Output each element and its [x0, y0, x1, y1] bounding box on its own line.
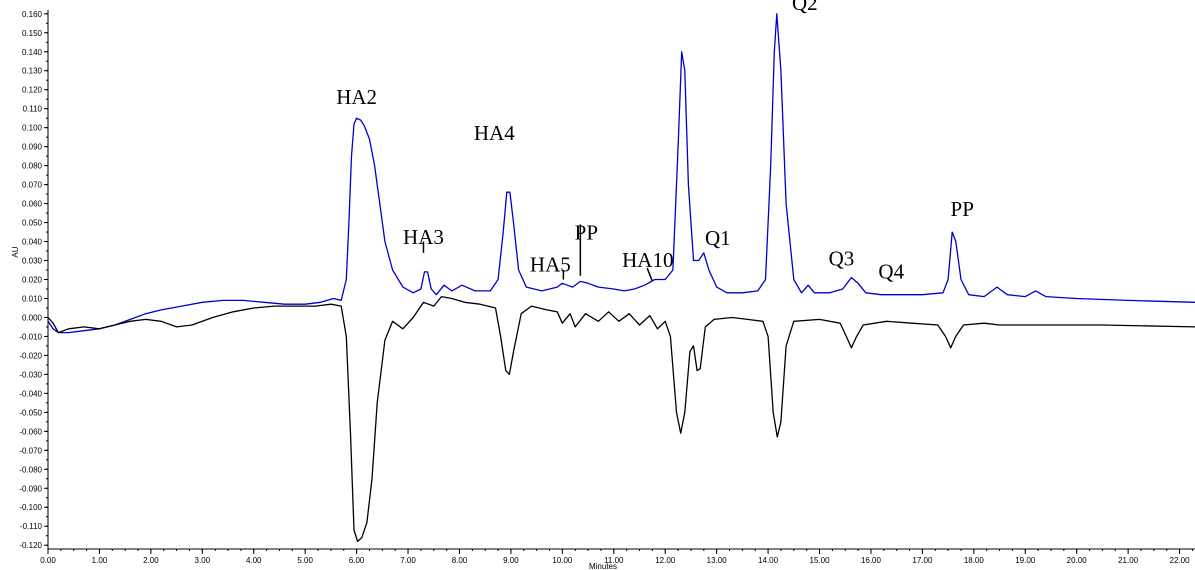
y-tick-label: -0.060 [19, 427, 42, 436]
y-tick-label: 0.050 [22, 219, 43, 228]
peak-label: HA5 [530, 252, 571, 276]
peak-label: HA4 [474, 121, 515, 145]
x-tick-label: 21.00 [1118, 556, 1139, 565]
peak-label: Q4 [878, 260, 904, 284]
peak-label: Q1 [705, 226, 731, 250]
x-tick-label: 8.00 [452, 556, 468, 565]
x-tick-label: 9.00 [503, 556, 519, 565]
y-tick-label: 0.090 [22, 143, 43, 152]
y-axis-ticks: 0.160 0.150 0.140 0.130 0.120 0.110 0.100 0.090… [19, 10, 48, 550]
y-tick-label: -0.090 [19, 484, 42, 493]
y-tick-label: 0.130 [22, 67, 43, 76]
series-layer [47, 13, 1195, 543]
y-tick-label: 0.120 [22, 86, 43, 95]
peak-label: PP [575, 220, 598, 244]
y-tick-label: -0.100 [19, 503, 42, 512]
peak-label: Q3 [829, 247, 855, 271]
x-tick-label: 5.00 [297, 556, 313, 565]
x-tick-label: 10.00 [552, 556, 573, 565]
x-tick-label: 18.00 [964, 556, 985, 565]
x-tick-label: 12.00 [655, 556, 676, 565]
y-tick-label: -0.020 [19, 351, 42, 360]
x-tick-label: 14.00 [758, 556, 779, 565]
y-tick-label: 0.000 [22, 313, 43, 322]
x-tick-label: 13.00 [707, 556, 728, 565]
x-tick-label: 0.00 [40, 556, 56, 565]
y-tick-label: -0.070 [19, 446, 42, 455]
x-tick-label: 17.00 [912, 556, 933, 565]
y-tick-label: 0.100 [22, 124, 43, 133]
x-tick-label: 7.00 [400, 556, 416, 565]
series-line-blue [47, 13, 1195, 334]
y-tick-label: 0.010 [22, 294, 43, 303]
y-tick-label: -0.010 [19, 332, 42, 341]
y-tick-label: -0.030 [19, 370, 42, 379]
peak-label: PP [951, 197, 974, 221]
x-tick-label: 11.00 [604, 556, 624, 565]
y-tick-label: -0.080 [19, 465, 42, 474]
y-tick-label: -0.120 [19, 541, 42, 550]
y-tick-label: 0.080 [22, 162, 43, 171]
y-tick-label: 0.140 [22, 48, 43, 57]
y-tick-label: -0.040 [19, 389, 42, 398]
peak-marker [646, 267, 654, 282]
x-tick-label: 16.00 [861, 556, 882, 565]
x-tick-label: 19.00 [1015, 556, 1036, 565]
x-tick-label: 22.00 [1170, 556, 1191, 565]
y-tick-label: 0.030 [22, 257, 43, 266]
x-tick-label: 1.00 [92, 556, 108, 565]
y-tick-label: 0.150 [22, 29, 43, 38]
x-tick-label: 15.00 [810, 556, 831, 565]
y-tick-label: 0.110 [23, 105, 43, 114]
x-tick-label: 3.00 [195, 556, 211, 565]
x-tick-label: 2.00 [143, 556, 159, 565]
x-tick-label: 6.00 [349, 556, 365, 565]
x-tick-label: 20.00 [1067, 556, 1088, 565]
y-tick-label: -0.110 [20, 522, 43, 531]
peak-label: Q2 [792, 0, 818, 15]
y-tick-label: 0.160 [22, 10, 43, 19]
x-tick-label: 4.00 [246, 556, 262, 565]
y-tick-label: 0.040 [22, 238, 43, 247]
x-axis-title: Minutes [589, 562, 617, 570]
y-axis-title: AU [11, 246, 20, 257]
peak-label: HA2 [336, 85, 377, 109]
series-line-black [47, 295, 1195, 543]
y-tick-label: 0.070 [22, 181, 43, 190]
y-tick-label: -0.050 [19, 408, 42, 417]
y-tick-label: 0.060 [22, 200, 43, 209]
y-tick-label: 0.020 [22, 276, 43, 285]
